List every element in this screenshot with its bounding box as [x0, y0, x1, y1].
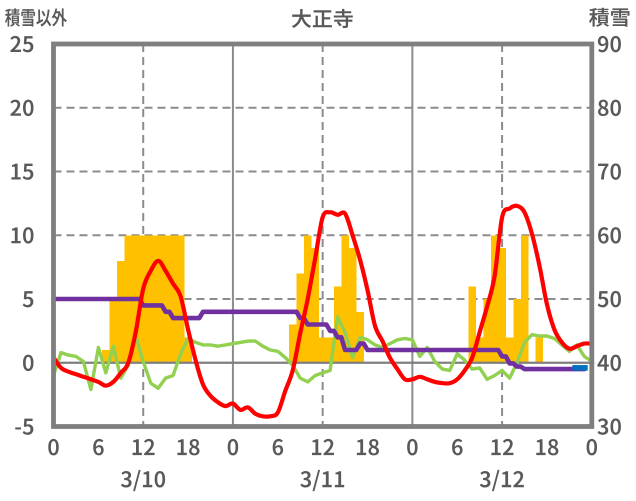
bar-hour-61 [505, 337, 514, 363]
right-axis-title [589, 7, 630, 27]
right-tick-60 [598, 227, 621, 244]
bar-hour-18 [184, 337, 192, 363]
series-line-green [51, 315, 594, 392]
left-tick-25 [10, 35, 34, 53]
right-tick-70 [598, 163, 621, 180]
x-tick-3 [177, 438, 200, 456]
bar-hour-32 [289, 324, 297, 363]
right-tick-50 [597, 290, 621, 308]
x-tick-4 [227, 438, 239, 456]
bar-hour-58 [483, 299, 491, 363]
right-tick-30 [597, 418, 621, 435]
bar-hour-65 [535, 337, 544, 363]
bar-hour-15 [161, 235, 170, 363]
chart-title [291, 8, 353, 29]
bar-hour-7 [102, 350, 110, 363]
left-tick--5 [15, 418, 34, 435]
x-tick-5 [272, 438, 284, 456]
bar-hour-36 [318, 337, 327, 363]
x-tick-7 [356, 438, 379, 456]
x-tick-10 [491, 438, 514, 456]
x-tick-11 [536, 438, 559, 456]
x-tick-2 [132, 438, 155, 456]
x-tick-6 [311, 438, 335, 456]
day-label-0 [120, 469, 166, 492]
plot-border [51, 41, 595, 429]
bar-hour-35 [311, 248, 319, 363]
x-tick-0 [48, 438, 59, 456]
bar-hour-60 [498, 248, 506, 363]
bar-hour-13 [146, 235, 155, 363]
left-tick-20 [10, 99, 34, 117]
left-tick-10 [11, 227, 34, 244]
x-tick-8 [407, 438, 418, 456]
bar-hour-14 [154, 235, 162, 363]
bar-hour-59 [490, 235, 499, 363]
right-tick-80 [598, 99, 621, 117]
series-line-purple [51, 296, 587, 372]
right-tick-40 [597, 354, 621, 372]
day-label-1 [300, 469, 345, 492]
day-label-2 [479, 469, 524, 492]
x-tick-9 [452, 438, 463, 456]
left-tick-0 [23, 354, 34, 372]
x-tick-1 [93, 438, 104, 456]
bar-hour-37 [326, 337, 334, 363]
x-tick-12 [586, 438, 598, 456]
bar-hour-63 [520, 235, 529, 363]
bar-hour-40 [348, 248, 357, 363]
left-tick-5 [22, 291, 34, 308]
left-tick-15 [11, 163, 34, 180]
bar-hour-56 [468, 286, 476, 363]
series-line-red [51, 203, 594, 419]
bar-hour-16 [169, 235, 177, 363]
bar-hour-9 [117, 260, 125, 363]
bar-hour-8 [109, 299, 118, 363]
left-axis-title [5, 8, 67, 27]
bar-hour-62 [513, 299, 521, 363]
bar-hour-39 [341, 235, 349, 363]
right-tick-90 [597, 35, 621, 53]
